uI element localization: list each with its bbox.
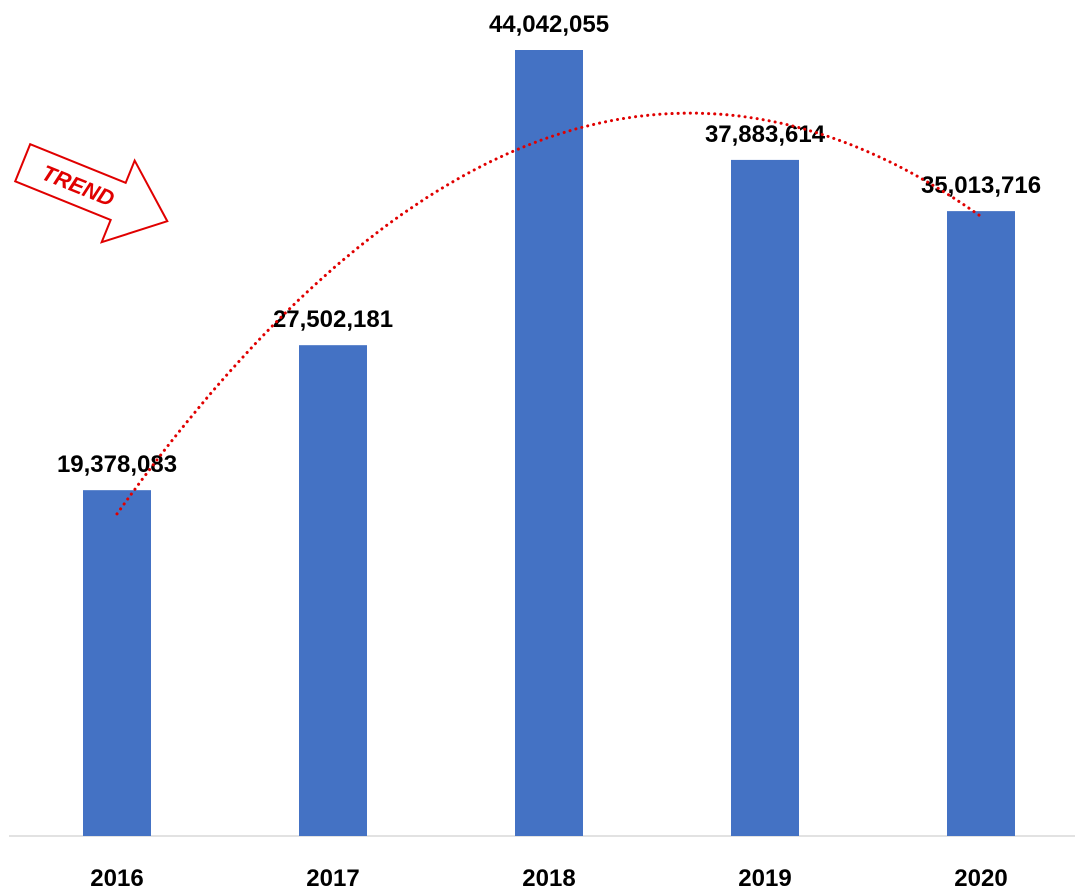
x-tick-label: 2016 — [90, 865, 143, 892]
bar — [299, 345, 367, 836]
x-tick-label: 2020 — [954, 865, 1007, 892]
bar — [83, 490, 151, 836]
data-label: 44,042,055 — [489, 11, 609, 38]
trend-annotation: TREND — [13, 142, 169, 244]
trend-arrow — [13, 142, 169, 244]
data-label: 37,883,614 — [705, 121, 826, 148]
bar — [515, 50, 583, 836]
x-tick-label: 2017 — [306, 865, 359, 892]
bar — [731, 159, 799, 836]
x-tick-label: 2018 — [522, 865, 575, 892]
bar — [947, 211, 1015, 836]
data-label: 35,013,716 — [921, 172, 1041, 199]
x-tick-label: 2019 — [738, 865, 791, 892]
data-label: 19,378,083 — [57, 451, 177, 478]
data-label: 27,502,181 — [273, 306, 393, 333]
